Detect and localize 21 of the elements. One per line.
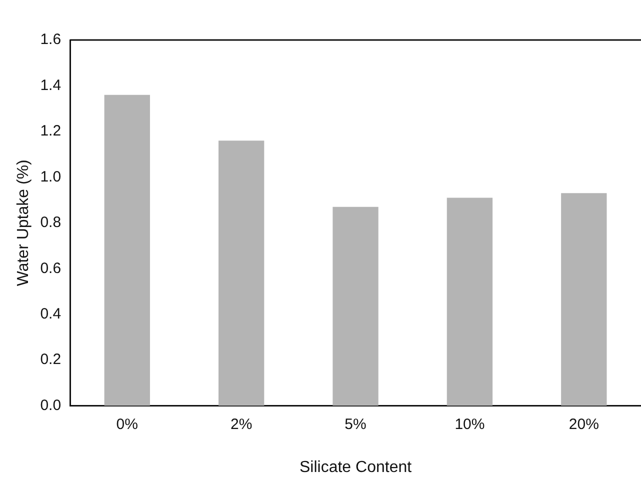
y-tick-label: 1.6 <box>40 31 62 48</box>
y-axis-title: Water Uptake (%) <box>15 160 32 286</box>
x-tick-label: 0% <box>116 416 138 433</box>
y-tick-label: 0.6 <box>40 260 62 277</box>
bar <box>561 193 607 406</box>
x-tick-label: 2% <box>230 416 252 433</box>
x-tick-label: 10% <box>454 416 485 433</box>
y-tick-label: 1.2 <box>40 122 62 140</box>
y-tick-label: 0.0 <box>40 396 62 414</box>
bar <box>446 198 493 406</box>
y-tick-label: 0.2 <box>40 351 62 368</box>
x-tick-label: 20% <box>568 416 599 433</box>
bar <box>218 140 264 406</box>
x-axis-title: Silicate Content <box>299 458 412 476</box>
y-tick-label: 0.8 <box>40 214 62 232</box>
y-tick-label: 1.0 <box>40 168 62 186</box>
bar <box>104 94 150 406</box>
y-tick-label: 1.4 <box>40 76 62 94</box>
x-tick-label: 5% <box>344 416 366 433</box>
bar <box>332 206 378 406</box>
y-tick-label: 0.4 <box>40 305 62 322</box>
